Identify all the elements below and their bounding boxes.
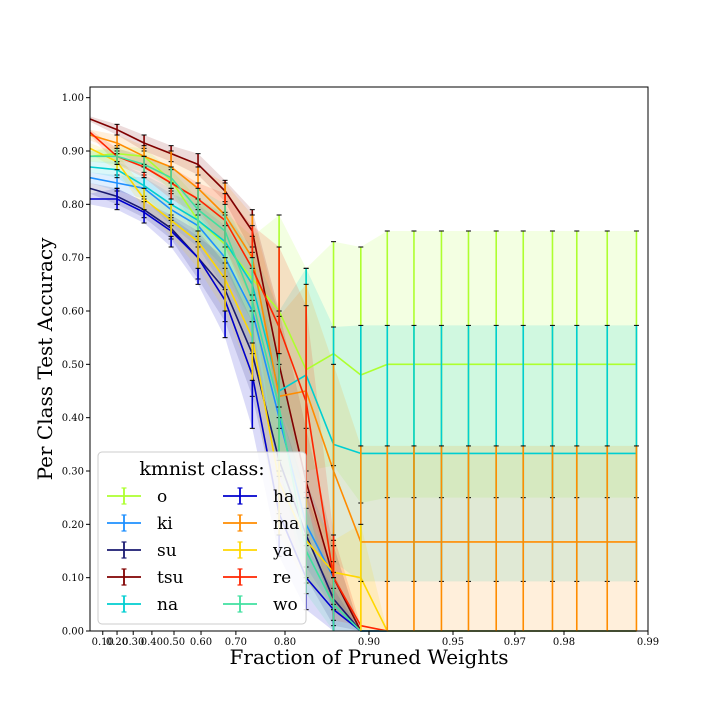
y-axis-label: Per Class Test Accuracy (33, 237, 57, 481)
y-tick-label: 0.90 (62, 147, 84, 158)
error-bar-ha (114, 187, 120, 211)
x-tick-label: 0.95 (442, 637, 464, 648)
y-tick-label: 0.10 (62, 573, 84, 584)
x-tick-label: 0.20 (106, 637, 128, 648)
error-bar-ya (168, 203, 174, 237)
x-tick-label: 0.60 (190, 637, 212, 648)
band-ki (90, 172, 637, 632)
legend-entries: o ki su tsu na ha ma ya re wo (107, 487, 299, 615)
legend-label-ki: ki (157, 514, 173, 534)
x-tick-label: 0.70 (225, 637, 247, 648)
x-tick-label: 0.40 (141, 637, 163, 648)
y-tick-label: 0.80 (62, 200, 84, 211)
error-bars (114, 123, 639, 632)
x-tick-label: 0.80 (274, 637, 296, 648)
x-tick-label: 0.98 (553, 637, 575, 648)
legend-entry-ma: ma (223, 514, 299, 534)
y-tick-label: 0.40 (62, 413, 84, 424)
band-ya (90, 143, 637, 631)
legend-label-ha: ha (273, 487, 294, 507)
y-tick-label: 0.00 (62, 627, 84, 638)
legend-entry-wo: wo (223, 595, 298, 615)
legend-entry-o: o (107, 487, 167, 507)
error-bar-wo (141, 155, 147, 173)
x-axis-label: Fraction of Pruned Weights (230, 645, 509, 669)
legend-label-ya: ya (272, 541, 293, 561)
error-bar-wo (168, 166, 174, 189)
error-bar-wo (195, 187, 201, 232)
legend-box (97, 451, 307, 625)
legend-label-wo: wo (273, 595, 298, 615)
legend-entry-ki: ki (107, 514, 173, 534)
legend-title: kmnist class: (139, 458, 264, 480)
legend-label-o: o (157, 487, 167, 507)
legend-entry-tsu: tsu (107, 568, 184, 588)
legend-label-re: re (273, 568, 291, 588)
legend: kmnist class: o ki su tsu na ha ma ya re wo (97, 451, 307, 625)
y-tick-label: 0.70 (62, 253, 84, 264)
x-tick-label: 0.97 (504, 637, 526, 648)
y-tick-label: 0.60 (62, 307, 84, 318)
legend-entry-na: na (107, 595, 178, 615)
x-tick-label: 0.50 (163, 637, 185, 648)
legend-entry-ha: ha (223, 487, 294, 507)
y-tick-label: 0.50 (62, 360, 84, 371)
y-axis-ticks: 0.00 0.10 0.20 0.30 0.40 0.50 0.60 0.70 0.80 0.90… (62, 93, 90, 638)
band-ha (90, 188, 637, 632)
y-tick-label: 1.00 (62, 93, 84, 104)
x-tick-label: 0.30 (122, 637, 144, 648)
legend-entry-ya: ya (223, 541, 293, 561)
legend-entry-su: su (107, 541, 177, 561)
y-tick-label: 0.20 (62, 520, 84, 531)
y-tick-label: 0.30 (62, 467, 84, 478)
legend-entry-re: re (223, 568, 291, 588)
band-na (90, 161, 637, 582)
legend-label-su: su (157, 541, 177, 561)
band-ma (90, 129, 637, 631)
legend-label-tsu: tsu (157, 568, 184, 588)
error-bar-wo (222, 203, 228, 259)
error-bar-wo (249, 257, 255, 344)
x-tick-label: 0.10 (92, 637, 114, 648)
confidence-bands (90, 116, 637, 632)
error-bar-ya (141, 187, 147, 211)
legend-label-ma: ma (273, 514, 299, 534)
error-bar-wo (114, 147, 120, 165)
x-axis-ticks: 0.100.200.300.40 0.50 0.60 0.70 0.80 0.90 0.95… (92, 631, 659, 648)
x-tick-label: 0.99 (637, 637, 659, 648)
x-tick-label: 0.90 (358, 637, 380, 648)
legend-label-na: na (157, 595, 178, 615)
